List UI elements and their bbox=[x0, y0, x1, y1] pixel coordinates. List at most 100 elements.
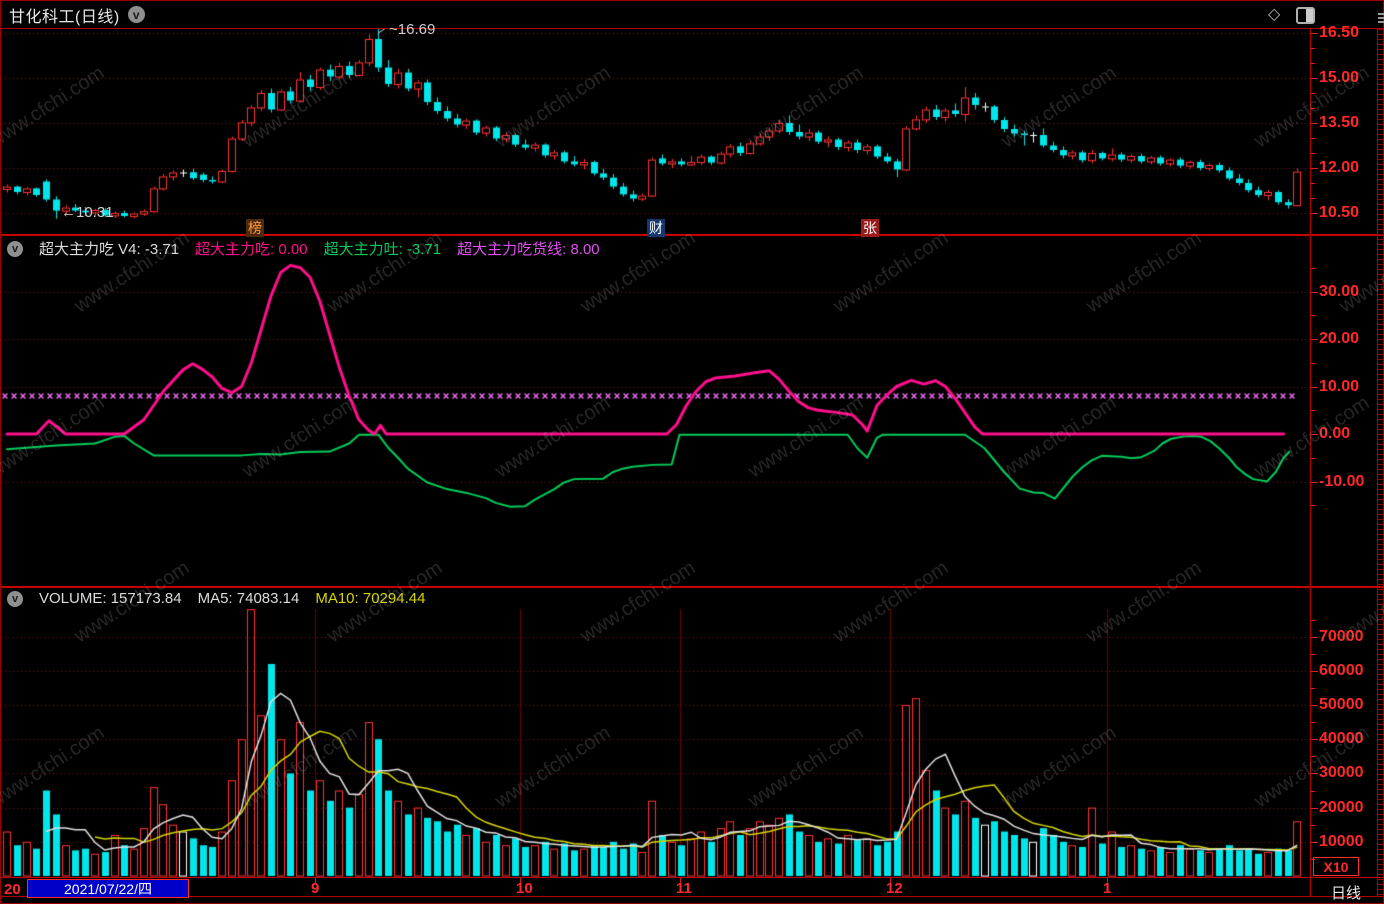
chevron-down-icon[interactable]: v bbox=[7, 240, 23, 257]
y-axis-label: 20.00 bbox=[1319, 330, 1360, 347]
y-axis-label: 10000 bbox=[1319, 832, 1364, 850]
chevron-down-icon[interactable]: v bbox=[127, 6, 145, 23]
y-axis-minor-tick bbox=[1311, 505, 1315, 506]
y-axis-label: 20000 bbox=[1319, 798, 1364, 816]
y-axis-minor-tick bbox=[1311, 825, 1315, 826]
y-axis-label: 60000 bbox=[1319, 661, 1364, 679]
y-axis-tick bbox=[1311, 482, 1318, 483]
bottom-divider bbox=[1, 896, 1384, 897]
y-axis-minor-tick bbox=[1311, 458, 1315, 459]
volume-readout: VOLUME: 157173.84 bbox=[39, 590, 182, 607]
y-axis-label: -10.00 bbox=[1319, 472, 1365, 490]
x-axis-month-label: 1 bbox=[1103, 880, 1112, 897]
y-axis-tick bbox=[1311, 808, 1318, 809]
y-axis-tick bbox=[1311, 671, 1318, 672]
x-axis-month-tick bbox=[520, 878, 521, 883]
y-axis-tick bbox=[1311, 773, 1318, 774]
y-axis-label: 15.00 bbox=[1319, 69, 1360, 86]
y-axis-minor-tick bbox=[1311, 315, 1315, 316]
y-axis-label: 70000 bbox=[1319, 627, 1364, 645]
axis-start-date-stub: 20 bbox=[4, 881, 21, 898]
y-axis-minor-tick bbox=[1311, 756, 1315, 757]
y-axis-minor-tick bbox=[1311, 620, 1315, 621]
indicator-panel-header: v 超大主力吃 V4: -3.71 超大主力吃: 0.00 超大主力吐: -3.… bbox=[7, 238, 616, 259]
y-axis-label: 13.50 bbox=[1319, 114, 1360, 131]
panel-divider-2[interactable] bbox=[1, 586, 1384, 588]
x-axis-month-label: 10 bbox=[516, 880, 533, 897]
y-axis-minor-tick bbox=[1311, 198, 1315, 199]
y-axis-tick bbox=[1311, 705, 1318, 706]
y-axis-minor-tick bbox=[1311, 654, 1315, 655]
y-axis-minor-tick bbox=[1311, 363, 1315, 364]
indicator-tu-readout: 超大主力吐: -3.71 bbox=[323, 241, 442, 258]
y-axis-label: 10.50 bbox=[1319, 204, 1360, 221]
y-axis-tick bbox=[1311, 842, 1318, 843]
y-axis-tick bbox=[1311, 123, 1318, 124]
event-marker[interactable]: 张 bbox=[861, 219, 879, 237]
volume-multiplier-badge: X10 bbox=[1313, 857, 1359, 876]
y-axis-label: 50000 bbox=[1319, 696, 1364, 713]
stock-title: 甘化科工(日线) bbox=[9, 8, 120, 26]
selected-date-badge: 2021/07/22/四 bbox=[27, 879, 189, 898]
y-axis-tick bbox=[1311, 78, 1318, 79]
y-axis-minor-tick bbox=[1311, 153, 1315, 154]
event-marker[interactable]: 榜 bbox=[246, 219, 264, 237]
y-axis-minor-tick bbox=[1311, 688, 1315, 689]
chevron-down-icon[interactable]: v bbox=[7, 590, 23, 607]
y-axis-minor-tick bbox=[1311, 63, 1315, 64]
y-axis-tick bbox=[1311, 168, 1318, 169]
y-axis-label: 40000 bbox=[1319, 730, 1364, 748]
y-axis-tick bbox=[1311, 387, 1318, 388]
y-axis-label: 16.50 bbox=[1319, 24, 1360, 41]
diamond-icon[interactable]: ◇ bbox=[1268, 6, 1281, 23]
y-axis-tick bbox=[1311, 434, 1318, 435]
y-axis-minor-tick bbox=[1311, 183, 1315, 184]
y-axis-label: 12.00 bbox=[1319, 159, 1360, 176]
panel-divider-1[interactable] bbox=[1, 234, 1384, 236]
y-axis-tick bbox=[1311, 292, 1318, 293]
y-axis-minor-tick bbox=[1311, 108, 1315, 109]
volume-panel-header: v VOLUME: 157173.84 MA5: 74083.14 MA10: … bbox=[7, 590, 441, 607]
title-bar: 甘化科工(日线) v bbox=[1, 1, 1384, 28]
y-axis-minor-tick bbox=[1311, 722, 1315, 723]
high-price-annotation: ~16.69 bbox=[389, 21, 436, 38]
y-axis-label: 30.00 bbox=[1319, 282, 1360, 300]
indicator-chart-canvas[interactable] bbox=[1, 257, 1311, 586]
event-marker[interactable]: 财 bbox=[647, 219, 665, 237]
y-axis-tick bbox=[1311, 213, 1318, 214]
y-axis-minor-tick bbox=[1311, 410, 1315, 411]
x-axis-month-tick bbox=[1107, 878, 1108, 883]
x-axis-month-label: 9 bbox=[311, 880, 320, 897]
y-axis-minor-tick bbox=[1311, 268, 1315, 269]
split-panel-icon[interactable] bbox=[1296, 7, 1315, 24]
y-axis-minor-tick bbox=[1311, 791, 1315, 792]
indicator-name-readout: 超大主力吃 V4: -3.71 bbox=[39, 241, 180, 258]
titlebar-divider bbox=[1, 28, 1384, 29]
y-axis-label: 0.00 bbox=[1319, 425, 1351, 442]
x-axis-month-tick bbox=[315, 878, 316, 883]
y-axis-tick bbox=[1311, 739, 1318, 740]
ma5-readout: MA5: 74083.14 bbox=[197, 590, 300, 607]
x-axis-month-label: 12 bbox=[886, 880, 903, 897]
axis-divider bbox=[1, 877, 1384, 878]
right-scroll-ruler[interactable] bbox=[1378, 29, 1384, 896]
x-axis-month-label: 11 bbox=[676, 880, 692, 897]
period-label: 日线 bbox=[1331, 885, 1362, 902]
split-panel-icon-fill bbox=[1306, 9, 1313, 22]
indicator-chihuo-readout: 超大主力吃货线: 8.00 bbox=[457, 241, 600, 258]
y-axis-minor-tick bbox=[1311, 93, 1315, 94]
x-axis-month-tick bbox=[680, 878, 681, 883]
y-axis-minor-tick bbox=[1311, 48, 1315, 49]
volume-chart-canvas[interactable] bbox=[1, 609, 1311, 877]
y-axis-tick bbox=[1311, 33, 1318, 34]
y-axis-label: 30000 bbox=[1319, 764, 1364, 782]
y-axis-tick bbox=[1311, 637, 1318, 638]
indicator-chi-readout: 超大主力吃: 0.00 bbox=[195, 241, 308, 258]
menu-icon[interactable] bbox=[1378, 13, 1384, 25]
x-axis-month-tick bbox=[890, 878, 891, 883]
candlestick-chart-canvas[interactable] bbox=[1, 29, 1311, 234]
y-axis-minor-tick bbox=[1311, 138, 1315, 139]
low-price-annotation: ←10.31 bbox=[61, 204, 114, 221]
axis-right-border bbox=[1377, 29, 1378, 896]
